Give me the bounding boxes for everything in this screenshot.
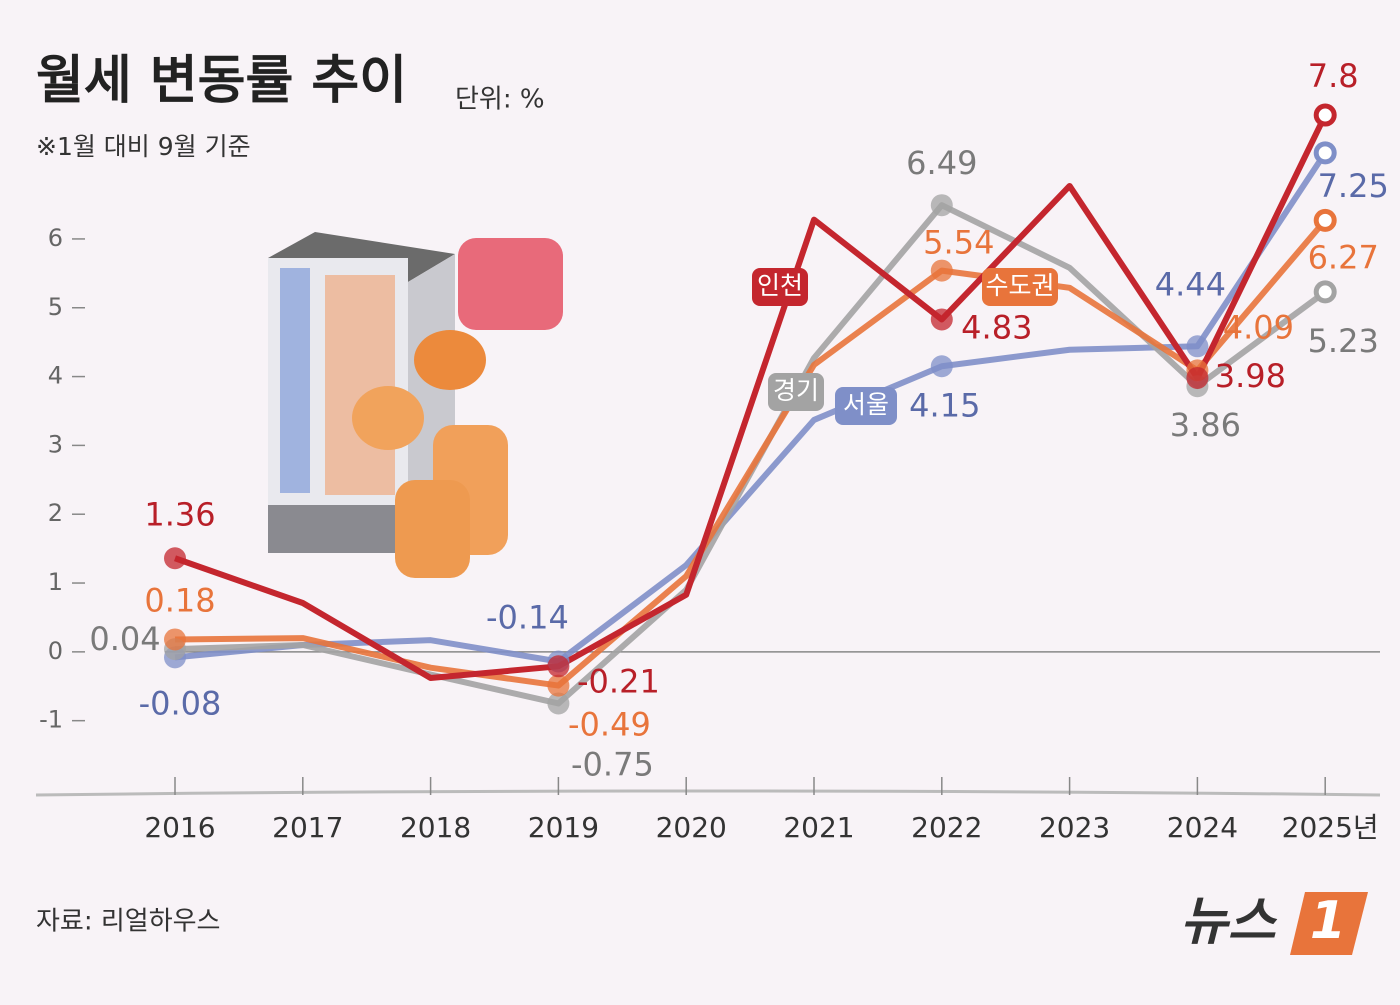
data-label: 0.04 xyxy=(89,620,160,658)
x-tick-label: 2023 xyxy=(1039,811,1110,844)
subtitle: ※1월 대비 9월 기준 xyxy=(36,132,251,161)
logo: 뉴스 1 xyxy=(1180,891,1368,955)
point-marker xyxy=(930,355,953,378)
point-marker xyxy=(1313,103,1337,127)
data-label: 5.23 xyxy=(1308,322,1379,360)
x-tick-label: 2019 xyxy=(528,811,599,844)
point-marker xyxy=(164,628,186,651)
point-marker xyxy=(547,655,570,678)
data-label: 4.09 xyxy=(1223,308,1294,346)
x-tick-label: 2022 xyxy=(911,811,982,844)
series-tag xyxy=(768,373,824,411)
y-tick-label: 5 xyxy=(48,293,63,321)
data-label: 4.83 xyxy=(961,308,1032,346)
point-marker xyxy=(930,194,953,217)
logo-shape xyxy=(1290,892,1368,955)
data-label: -0.21 xyxy=(577,662,660,700)
data-label: 6.27 xyxy=(1308,238,1379,276)
series-line xyxy=(174,113,1328,682)
data-label: 4.15 xyxy=(909,386,980,424)
data-label: 6.49 xyxy=(906,144,977,182)
x-tick-label: 2021 xyxy=(783,811,854,844)
data-label: 7.8 xyxy=(1308,57,1359,95)
data-label: 4.44 xyxy=(1155,265,1226,303)
data-label: 5.54 xyxy=(923,224,994,262)
point-marker xyxy=(1313,208,1337,232)
point-marker xyxy=(164,547,186,570)
series-line xyxy=(174,218,1328,689)
building-top xyxy=(268,232,455,282)
x-tick-label: 2017 xyxy=(272,811,343,844)
point-marker xyxy=(1313,280,1337,304)
windows xyxy=(280,268,310,493)
y-tick-label: 3 xyxy=(48,430,63,458)
series-name: 서울 xyxy=(843,390,889,419)
data-label: 0.18 xyxy=(144,581,215,619)
series-tag xyxy=(982,268,1058,306)
x-tick-label: 2024 xyxy=(1167,811,1238,844)
logo-text: 뉴스 xyxy=(1180,892,1278,952)
series-name: 경기 xyxy=(773,376,819,405)
series-tag xyxy=(835,387,897,425)
point-marker xyxy=(547,692,570,715)
y-tick-label: 1 xyxy=(48,568,63,596)
coin xyxy=(414,330,486,390)
series-name: 수도권 xyxy=(985,271,1054,300)
logo-mark: 1 xyxy=(1310,891,1346,951)
data-label: 3.86 xyxy=(1170,406,1241,444)
data-label: 3.98 xyxy=(1215,357,1286,395)
data-label: -0.14 xyxy=(486,598,569,636)
series-name: 인천 xyxy=(757,271,803,300)
y-tick-label: 6 xyxy=(48,224,63,252)
data-label: -0.75 xyxy=(571,745,654,783)
building-base xyxy=(268,505,408,553)
chart-title: 월세 변동률 추이 xyxy=(36,51,407,111)
badge xyxy=(458,238,563,330)
point-marker xyxy=(1186,366,1209,389)
data-label: 7.25 xyxy=(1318,167,1389,205)
axis-baseline xyxy=(35,789,1381,797)
y-tick-label: 0 xyxy=(48,637,63,665)
series-tag xyxy=(752,268,808,306)
coin xyxy=(352,386,424,450)
coin-stack xyxy=(395,480,470,578)
data-label: -0.49 xyxy=(568,706,651,744)
point-marker xyxy=(1313,141,1337,165)
source: 자료: 리얼하우스 xyxy=(36,907,220,937)
y-tick-label: 4 xyxy=(48,362,63,390)
illustration xyxy=(268,232,563,578)
x-tick-label: 2020 xyxy=(656,811,727,844)
x-tick-label: 2016 xyxy=(144,811,215,844)
y-tick-label: 2 xyxy=(48,499,63,527)
y-tick-label: -1 xyxy=(39,706,63,734)
point-marker xyxy=(930,308,953,331)
windows xyxy=(325,275,395,495)
data-label: 1.36 xyxy=(144,495,215,533)
point-marker xyxy=(547,674,570,697)
x-tick-label: 2025년 xyxy=(1282,811,1379,844)
unit: 단위: % xyxy=(455,85,545,115)
point-marker xyxy=(1186,335,1209,358)
x-tick-label: 2018 xyxy=(400,811,471,844)
point-marker xyxy=(930,259,953,282)
data-label: -0.08 xyxy=(139,684,222,722)
